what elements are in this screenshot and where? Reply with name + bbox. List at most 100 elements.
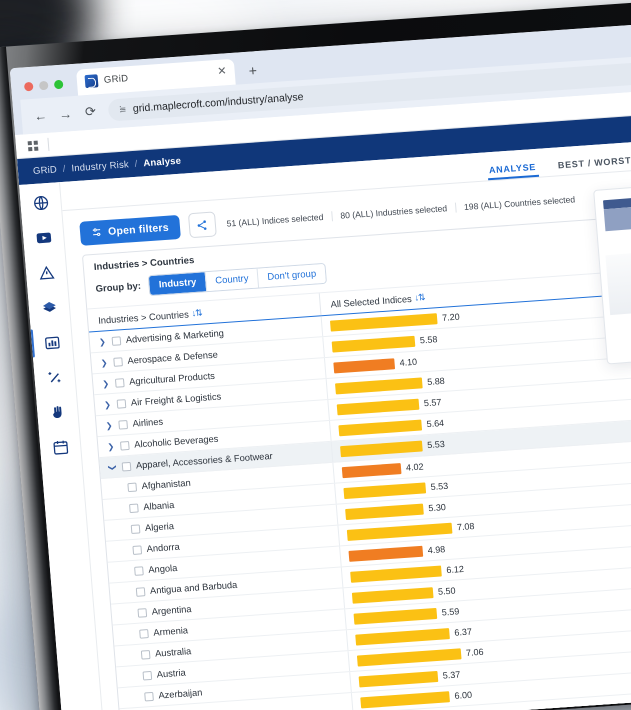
indices-count[interactable]: 51 (ALL) Indices selected	[226, 211, 324, 229]
hand-icon[interactable]	[46, 400, 70, 423]
row-label: Aerospace & Defense	[127, 349, 219, 366]
open-filters-label: Open filters	[107, 221, 170, 238]
row-checkbox[interactable]	[142, 670, 153, 681]
row-checkbox[interactable]	[119, 440, 130, 451]
row-checkbox[interactable]	[132, 544, 143, 555]
row-bar	[331, 335, 416, 353]
row-label: Angola	[147, 562, 178, 575]
column-header-right-label: All Selected Indices	[330, 293, 412, 310]
video-icon[interactable]	[32, 226, 56, 249]
apps-grid-icon[interactable]	[27, 140, 39, 151]
row-checkbox[interactable]	[130, 523, 141, 534]
row-checkbox[interactable]	[121, 461, 132, 471]
row-bar	[356, 647, 462, 667]
left-sidebar	[19, 182, 106, 710]
site-settings-icon[interactable]: ⫶≡	[118, 103, 126, 115]
row-label: Advertising & Marketing	[125, 328, 225, 345]
row-bar	[341, 462, 402, 478]
results-panel: Industries > Countries Group by: Industr…	[81, 213, 631, 710]
close-window-button[interactable]	[23, 81, 34, 91]
globe-icon[interactable]	[29, 191, 53, 214]
industries-count[interactable]: 80 (ALL) Industries selected	[330, 202, 456, 221]
laptop-screen: GRiD ✕ + ← → ⟳ ⫶≡ grid.maplecroft.com/in…	[9, 22, 631, 710]
row-checkbox[interactable]	[116, 398, 127, 409]
breadcrumb-page: Analyse	[142, 155, 182, 169]
back-icon[interactable]: ←	[33, 107, 48, 124]
row-label: Antigua and Barbuda	[149, 579, 238, 596]
chevron-right-icon[interactable]: ❯	[100, 357, 108, 368]
browser-tab-title: GRiD	[103, 73, 129, 86]
row-checkbox[interactable]	[113, 356, 123, 367]
reload-icon[interactable]: ⟳	[84, 103, 97, 120]
share-icon	[197, 219, 207, 230]
calendar-icon[interactable]	[48, 435, 72, 458]
row-checkbox[interactable]	[135, 586, 146, 597]
row-checkbox[interactable]	[127, 482, 138, 492]
warning-triangle-icon[interactable]	[34, 261, 58, 284]
row-value: 4.98	[427, 544, 446, 556]
forward-icon[interactable]: →	[58, 105, 73, 122]
chevron-right-icon[interactable]: ❯	[102, 378, 110, 389]
column-header-left-label: Industries > Countries	[97, 309, 190, 326]
bookmarks-divider	[47, 137, 50, 151]
row-checkbox[interactable]	[137, 607, 148, 618]
group-by-industry[interactable]: Industry	[149, 272, 207, 296]
maximize-window-button[interactable]	[53, 79, 64, 89]
side-panel-content	[605, 248, 631, 316]
chevron-down-icon[interactable]: ❯	[107, 463, 118, 471]
share-button[interactable]	[187, 211, 217, 239]
row-bar	[340, 440, 423, 457]
row-value: 6.12	[445, 563, 465, 576]
row-value: 5.53	[426, 438, 446, 451]
chevron-right-icon[interactable]: ❯	[105, 420, 113, 431]
row-bar	[350, 564, 442, 583]
sort-ascending-icon-2[interactable]: ↓⇅	[414, 292, 425, 303]
row-checkbox[interactable]	[140, 649, 151, 660]
magic-wand-icon[interactable]	[43, 365, 67, 388]
row-value: 5.53	[430, 480, 449, 493]
countries-count[interactable]: 198 (ALL) Countries selected	[454, 193, 584, 213]
row-checkbox[interactable]	[114, 377, 125, 388]
row-label: Airlines	[132, 416, 164, 429]
row-bar	[345, 503, 424, 520]
breadcrumb-section[interactable]: Industry Risk	[71, 158, 130, 174]
chevron-right-icon[interactable]: ❯	[98, 336, 107, 347]
row-value: 5.59	[441, 606, 460, 618]
row-label: Alcoholic Beverages	[133, 433, 219, 450]
close-tab-icon[interactable]: ✕	[216, 65, 228, 78]
group-by-dont-group[interactable]: Don't group	[256, 263, 326, 288]
app-body: ANALYSE BEST / WORST TAB Open filters	[19, 138, 631, 710]
row-bar	[333, 357, 396, 373]
breadcrumb-root[interactable]: GRiD	[32, 163, 58, 177]
row-checkbox[interactable]	[118, 419, 128, 430]
new-tab-button[interactable]: +	[248, 62, 258, 79]
layers-icon[interactable]	[37, 295, 61, 318]
row-checkbox[interactable]	[134, 565, 144, 576]
minimize-window-button[interactable]	[38, 80, 49, 90]
results-table[interactable]: ❯ Advertising & Marketing 7.20 ❯ Aerospace &…	[89, 291, 631, 710]
row-value: 5.88	[426, 375, 446, 388]
row-label: Argentina	[151, 604, 192, 617]
row-checkbox[interactable]	[111, 335, 122, 346]
row-value: 7.20	[441, 311, 460, 323]
chevron-right-icon[interactable]: ❯	[103, 399, 112, 410]
bar-chart-icon[interactable]	[40, 330, 64, 353]
sort-ascending-icon[interactable]: ↓⇅	[191, 307, 203, 319]
row-value: 4.10	[399, 356, 418, 368]
row-bar	[346, 522, 453, 541]
breadcrumb: GRiD / Industry Risk / Analyse	[33, 155, 182, 176]
row-bar	[353, 607, 438, 625]
row-label: Andorra	[146, 541, 181, 554]
window-traffic-lights[interactable]	[19, 79, 70, 91]
row-checkbox[interactable]	[144, 691, 154, 701]
grid-favicon-icon	[84, 74, 99, 89]
group-by-country[interactable]: Country	[204, 268, 259, 292]
row-checkbox[interactable]	[128, 502, 139, 513]
row-checkbox[interactable]	[139, 628, 149, 639]
open-filters-button[interactable]: Open filters	[79, 214, 181, 246]
chevron-right-icon[interactable]: ❯	[107, 441, 115, 451]
row-value: 5.64	[426, 417, 445, 430]
row-bar	[360, 690, 450, 708]
